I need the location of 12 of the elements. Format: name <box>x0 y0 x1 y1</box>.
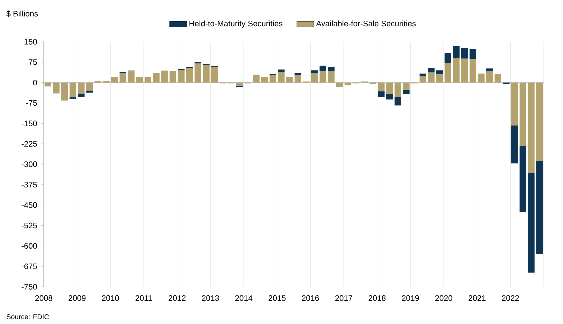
bar <box>78 94 85 97</box>
bar <box>312 70 318 74</box>
bar <box>486 68 494 72</box>
bar <box>336 82 344 88</box>
bar <box>420 74 427 76</box>
bar <box>512 126 518 164</box>
bar <box>278 70 285 72</box>
bar <box>494 74 502 83</box>
bar <box>403 90 410 94</box>
bar <box>394 97 402 106</box>
bar <box>470 49 477 60</box>
bar <box>512 82 518 126</box>
